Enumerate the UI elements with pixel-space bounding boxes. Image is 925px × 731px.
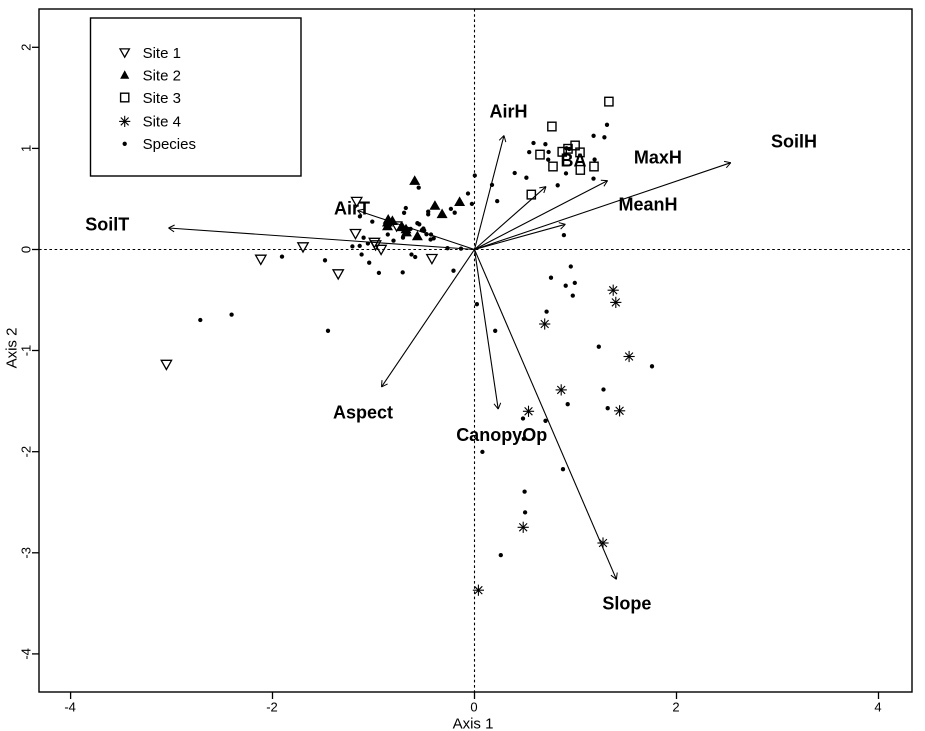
svg-text:-3: -3 — [19, 547, 34, 559]
svg-text:Species: Species — [143, 136, 196, 153]
svg-text:1: 1 — [19, 145, 34, 152]
svg-text:-2: -2 — [19, 446, 34, 458]
svg-text:AirT: AirT — [334, 199, 370, 219]
svg-text:SoilH: SoilH — [771, 132, 817, 152]
svg-text:Site 4: Site 4 — [143, 114, 181, 131]
svg-text:Site 1: Site 1 — [143, 45, 181, 62]
svg-text:BA: BA — [561, 151, 587, 171]
svg-text:-1: -1 — [19, 345, 34, 357]
svg-text:Aspect: Aspect — [333, 403, 393, 423]
svg-text:-4: -4 — [64, 700, 76, 715]
svg-text:Slope: Slope — [602, 594, 651, 614]
svg-text:CanopyOp: CanopyOp — [456, 425, 547, 445]
svg-text:Site 2: Site 2 — [143, 67, 181, 84]
svg-text:2: 2 — [19, 44, 34, 51]
svg-text:-2: -2 — [266, 700, 278, 715]
svg-text:0: 0 — [19, 246, 34, 253]
svg-text:Site 3: Site 3 — [143, 90, 181, 107]
svg-text:MeanH: MeanH — [618, 195, 677, 215]
svg-text:4: 4 — [874, 700, 881, 715]
svg-text:2: 2 — [672, 700, 679, 715]
svg-text:0: 0 — [470, 700, 477, 715]
svg-text:Axis 2: Axis 2 — [4, 328, 21, 369]
svg-text:MaxH: MaxH — [634, 148, 682, 168]
svg-text:Axis 1: Axis 1 — [453, 716, 494, 731]
svg-text:AirH: AirH — [489, 102, 527, 122]
svg-text:SoilT: SoilT — [85, 215, 129, 235]
svg-text:-4: -4 — [19, 648, 34, 660]
